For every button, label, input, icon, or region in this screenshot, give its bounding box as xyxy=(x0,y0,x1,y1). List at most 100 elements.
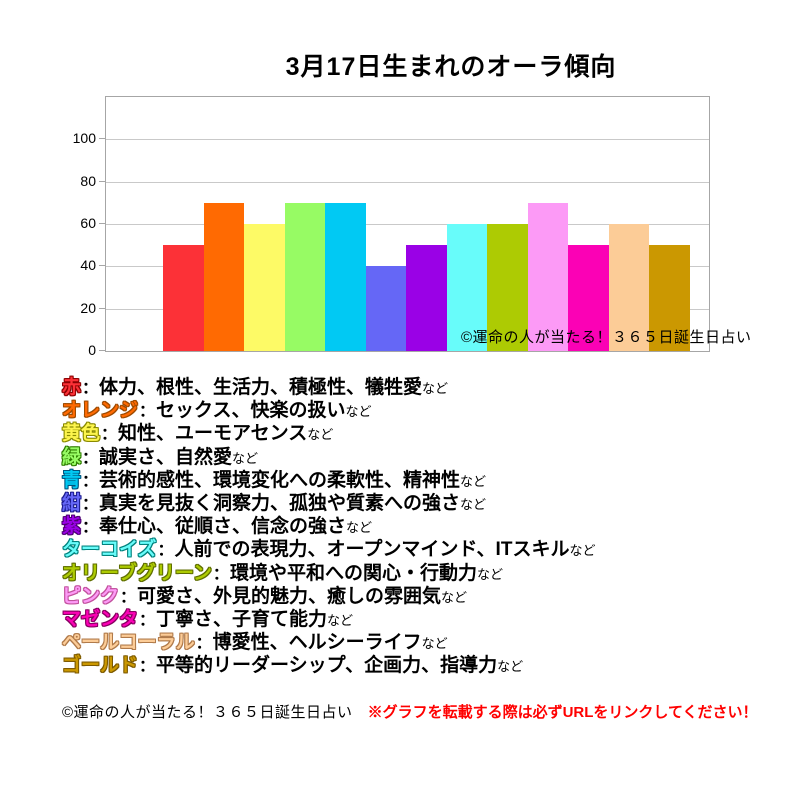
legend: 赤：体力、根性、生活力、積極性、犠牲愛など オレンジ：セックス、快楽の扱いなど 黄色… xyxy=(62,376,595,677)
bar-8 xyxy=(446,224,487,351)
legend-row: ゴールド：平等的リーダーシップ、企画力、指導力など xyxy=(62,654,595,677)
legend-desc: 芸術的感性、環境変化への柔軟性、精神性 xyxy=(99,469,461,491)
legend-etc: など xyxy=(421,636,448,652)
legend-separator: ： xyxy=(195,635,212,653)
bar-1 xyxy=(163,245,204,351)
legend-row: 緑：誠実さ、自然愛など xyxy=(62,446,595,469)
legend-separator: ： xyxy=(82,449,99,467)
legend-desc: 誠実さ、自然愛 xyxy=(99,446,233,468)
legend-desc: 環境や平和への関心・行動力 xyxy=(229,562,477,584)
legend-row: 紫：奉仕心、従順さ、信念の強さなど xyxy=(62,515,595,538)
bar-3 xyxy=(244,224,285,351)
gridline xyxy=(106,139,709,141)
gridline xyxy=(106,224,709,225)
bar-11 xyxy=(568,245,609,351)
legend-etc: など xyxy=(569,543,596,559)
y-axis-tick-mark xyxy=(99,138,105,140)
legend-separator: ： xyxy=(82,472,99,490)
legend-row: ペールコーラル：博愛性、ヘルシーライフなど xyxy=(62,631,595,654)
legend-color-term: ターコイズ xyxy=(62,539,157,561)
legend-row: オレンジ：セックス、快楽の扱いなど xyxy=(62,399,595,422)
y-axis-tick-mark xyxy=(99,350,105,351)
legend-separator: ： xyxy=(212,565,229,583)
legend-color-term: 赤 xyxy=(62,377,82,398)
legend-desc: 知性、ユーモアセンス xyxy=(118,423,308,445)
legend-desc: 丁寧さ、子育て能力 xyxy=(156,608,328,630)
legend-etc: など xyxy=(497,659,524,675)
legend-etc: など xyxy=(441,589,468,605)
legend-color-term: マゼンタ xyxy=(62,608,139,630)
y-axis-tick-label: 0 xyxy=(88,342,96,358)
legend-desc: 人前での表現力、オープンマインド、ITスキル xyxy=(174,539,570,561)
legend-color-term: オレンジ xyxy=(62,400,139,422)
legend-color-term: ペールコーラル xyxy=(62,632,195,654)
legend-etc: など xyxy=(345,404,372,420)
bar-12 xyxy=(608,224,649,351)
y-axis-tick-label: 60 xyxy=(80,215,96,231)
legend-row: 紺：真実を見抜く洞察力、孤独や質素への強さなど xyxy=(62,492,595,515)
chart-title: 3月17日生まれのオーラ傾向 xyxy=(285,53,617,81)
legend-separator: ： xyxy=(139,403,156,421)
legend-row: 赤：体力、根性、生活力、積極性、犠牲愛など xyxy=(62,376,595,399)
legend-separator: ： xyxy=(101,426,118,444)
chart-watermark: ©運命の人が当たる！３６５日誕生日占い xyxy=(461,329,752,346)
y-axis-tick-mark xyxy=(99,307,105,309)
legend-etc: など xyxy=(422,381,449,396)
footer-notice: ※グラフを転載する際は必ずURLをリンクしてください！ xyxy=(367,704,758,721)
legend-separator: ： xyxy=(157,542,174,560)
legend-separator: ： xyxy=(139,658,156,676)
y-axis-tick-label: 80 xyxy=(80,172,96,189)
legend-separator: ： xyxy=(82,380,99,397)
legend-separator: ： xyxy=(82,495,99,513)
bar-7 xyxy=(406,245,447,351)
legend-color-term: 紺 xyxy=(62,492,82,514)
legend-desc: 体力、根性、生活力、積極性、犠牲愛 xyxy=(99,377,423,398)
footer-copyright: ©運命の人が当たる！３６５日誕生日占い xyxy=(62,704,353,721)
legend-separator: ： xyxy=(82,519,99,537)
footer: ©運命の人が当たる！３６５日誕生日占い ※グラフを転載する際は必ずURLをリンクし… xyxy=(62,701,758,722)
legend-row: マゼンタ：丁寧さ、子育て能力など xyxy=(62,608,595,631)
y-axis-tick-mark xyxy=(99,180,105,182)
bar-9 xyxy=(487,224,528,351)
legend-row: 黄色：知性、ユーモアセンスなど xyxy=(62,422,595,445)
bar-4 xyxy=(284,202,325,351)
legend-row: オリーブグリーン：環境や平和への関心・行動力など xyxy=(62,562,595,585)
y-axis-tick-mark xyxy=(99,223,105,224)
gridline xyxy=(106,181,709,183)
legend-etc: など xyxy=(307,427,334,443)
legend-etc: など xyxy=(327,612,354,628)
legend-etc: など xyxy=(232,450,259,466)
legend-etc: など xyxy=(460,496,487,512)
legend-row: ターコイズ：人前での表現力、オープンマインド、ITスキルなど xyxy=(62,538,595,561)
legend-desc: 真実を見抜く洞察力、孤独や質素への強さ xyxy=(99,492,461,514)
y-axis-tick-mark xyxy=(99,265,105,267)
legend-etc: など xyxy=(476,566,503,582)
bar-5 xyxy=(325,202,366,351)
y-axis-tick-label: 100 xyxy=(72,130,96,147)
y-axis-tick-label: 20 xyxy=(80,299,96,316)
plot-area xyxy=(105,96,710,352)
legend-desc: 平等的リーダーシップ、企画力、指導力 xyxy=(156,655,498,677)
bar-13 xyxy=(649,245,690,351)
y-axis-tick-label: 40 xyxy=(80,257,96,274)
legend-color-term: 黄色 xyxy=(62,423,101,445)
bar-chart: ©運命の人が当たる！３６５日誕生日占い 0 20 40 60 80 100 xyxy=(0,0,794,372)
legend-row: ピンク：可愛さ、外見的魅力、癒しの雰囲気など xyxy=(62,585,595,608)
legend-color-term: 緑 xyxy=(62,446,82,468)
legend-desc: 博愛性、ヘルシーライフ xyxy=(212,632,422,654)
legend-desc: セックス、快楽の扱い xyxy=(156,400,346,422)
legend-etc: など xyxy=(460,473,487,489)
legend-row: 青：芸術的感性、環境変化への柔軟性、精神性など xyxy=(62,469,595,492)
legend-etc: など xyxy=(346,520,373,536)
legend-desc: 可愛さ、外見的魅力、癒しの雰囲気 xyxy=(137,585,442,607)
legend-separator: ： xyxy=(120,588,137,606)
bar-2 xyxy=(203,202,244,351)
bar-10 xyxy=(527,202,568,351)
legend-color-term: ゴールド xyxy=(62,655,139,677)
legend-desc: 奉仕心、従順さ、信念の強さ xyxy=(99,516,347,538)
legend-color-term: オリーブグリーン xyxy=(62,562,212,584)
bar-6 xyxy=(365,266,406,351)
legend-color-term: 紫 xyxy=(62,516,82,538)
legend-separator: ： xyxy=(139,611,156,629)
legend-color-term: 青 xyxy=(62,469,82,491)
